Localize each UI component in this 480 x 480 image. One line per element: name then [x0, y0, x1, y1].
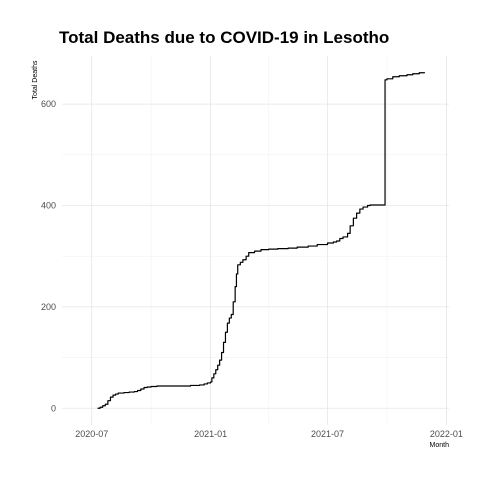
y-axis-label: Total Deaths	[32, 60, 39, 99]
chart-title: Total Deaths due to COVID-19 in Lesotho	[59, 28, 389, 47]
x-axis-ticks: 2020-07 2021-01 2021-07 2022-01	[75, 429, 463, 439]
x-tick-label: 2021-07	[311, 429, 344, 439]
y-tick-label: 600	[41, 99, 56, 109]
y-tick-label: 0	[51, 403, 56, 413]
x-axis-label: Month	[430, 442, 450, 449]
x-tick-label: 2020-07	[75, 429, 108, 439]
total-deaths-line	[97, 72, 426, 409]
x-tick-label: 2021-01	[194, 429, 227, 439]
y-tick-label: 400	[41, 201, 56, 211]
x-tick-label: 2022-01	[430, 429, 463, 439]
y-axis-ticks: 0 200 400 600	[41, 99, 56, 413]
y-tick-label: 200	[41, 302, 56, 312]
grid	[62, 56, 449, 425]
